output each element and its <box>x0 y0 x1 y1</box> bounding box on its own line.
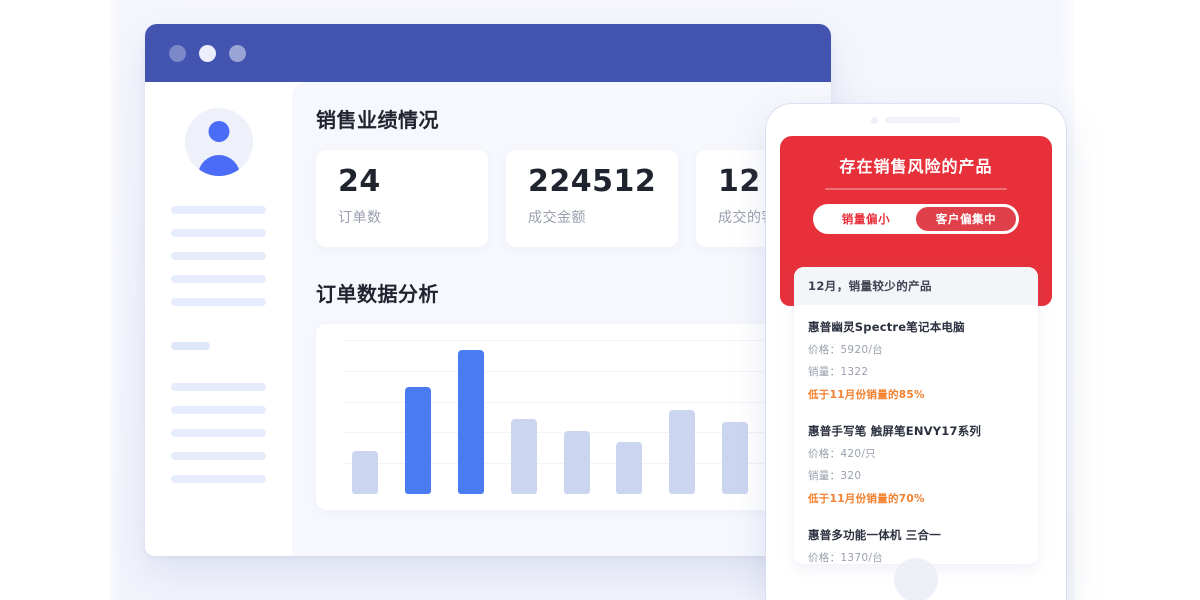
chart-bar[interactable] <box>352 451 378 494</box>
chart-bar[interactable] <box>457 350 484 494</box>
phone-mockup: 存在销售风险的产品 销量偏小 客户偏集中 12月，销量较少的产品 惠普幽灵Spe… <box>766 104 1066 600</box>
avatar[interactable] <box>184 108 253 176</box>
performance-section-title: 销售业绩情况 <box>316 108 439 132</box>
stat-label: 成交金额 <box>528 209 586 226</box>
sidebar-item-placeholder[interactable] <box>171 298 266 306</box>
risk-list-header: 12月，销量较少的产品 <box>794 267 1038 305</box>
sidebar-item-placeholder[interactable] <box>171 229 266 237</box>
list-item[interactable]: 惠普幽灵Spectre笔记本电脑 价格：5920/台 销量：1322 低于11月… <box>808 309 1024 413</box>
sidebar-item-placeholder[interactable] <box>171 206 266 214</box>
sidebar-item-placeholder[interactable] <box>171 452 266 460</box>
sidebar-item-placeholder[interactable] <box>171 252 266 260</box>
risk-header-title: 存在销售风险的产品 <box>839 157 993 176</box>
window-minimize-dot-icon[interactable] <box>199 44 216 62</box>
chart-bar[interactable] <box>404 387 431 494</box>
sidebar-item-placeholder[interactable] <box>171 275 266 283</box>
stat-label: 订单数 <box>338 209 382 226</box>
chart-bar[interactable] <box>616 442 643 494</box>
phone-home-button[interactable] <box>894 558 938 600</box>
avatar-head-icon <box>208 121 229 142</box>
stat-card-list: 24 订单数 224512 成交金额 12 成交的客户 <box>316 150 831 247</box>
browser-body: 销售业绩情况 24 订单数 224512 成交金额 12 成交的客户 <box>145 82 831 556</box>
chart-bar[interactable] <box>510 419 537 494</box>
chart-bar[interactable] <box>669 410 696 494</box>
product-name: 惠普手写笔 触屏笔ENVY17系列 <box>808 424 982 438</box>
product-name: 惠普幽灵Spectre笔记本电脑 <box>808 320 965 334</box>
window-maximize-dot-icon[interactable] <box>229 44 246 62</box>
risk-tab-bar: 销量偏小 客户偏集中 <box>813 204 1019 234</box>
list-item[interactable]: 惠普多功能一体机 三合一 价格：1370/台 销量：32 低于11月份销量的40… <box>808 517 1024 564</box>
order-analysis-chart-card <box>316 324 831 510</box>
avatar-wrapper <box>145 108 292 176</box>
dashboard-main: 销售业绩情况 24 订单数 224512 成交金额 12 成交的客户 <box>292 82 831 556</box>
stat-value: 24 <box>338 164 381 199</box>
product-sales: 销量：1322 <box>808 366 869 378</box>
phone-camera-icon <box>871 116 878 124</box>
avatar-body-icon <box>197 155 240 176</box>
tab-customer-concentration[interactable]: 客户偏集中 <box>916 207 1016 231</box>
product-name: 惠普多功能一体机 三合一 <box>808 528 941 542</box>
analysis-section-title: 订单数据分析 <box>316 282 439 306</box>
product-warning: 低于11月份销量的85% <box>808 389 925 401</box>
stat-card[interactable]: 24 订单数 <box>316 150 488 247</box>
product-sales: 销量：320 <box>808 470 862 482</box>
risk-list-body: 惠普幽灵Spectre笔记本电脑 价格：5920/台 销量：1322 低于11月… <box>794 305 1038 564</box>
sidebar-item-placeholder[interactable] <box>171 383 266 391</box>
chart-bar[interactable] <box>563 431 590 494</box>
phone-speaker-icon <box>885 117 961 123</box>
product-price: 价格：1370/台 <box>808 552 883 564</box>
phone-earpiece <box>766 104 1066 136</box>
chart-plot-area <box>344 340 831 494</box>
backdrop-fade-left <box>100 0 122 600</box>
tab-low-sales[interactable]: 销量偏小 <box>816 207 916 231</box>
phone-screen: 存在销售风险的产品 销量偏小 客户偏集中 12月，销量较少的产品 惠普幽灵Spe… <box>780 136 1052 600</box>
sidebar-item-placeholder[interactable] <box>171 475 266 483</box>
chart-gridline <box>344 371 831 372</box>
product-price: 价格：420/只 <box>808 448 876 460</box>
chart-bars <box>352 340 831 494</box>
sidebar <box>145 82 292 556</box>
chart-gridline <box>344 340 831 341</box>
sidebar-item-placeholder[interactable] <box>171 406 266 414</box>
chart-gridline <box>344 402 831 403</box>
browser-titlebar <box>145 24 831 82</box>
sidebar-item-active-pill[interactable] <box>171 342 210 350</box>
chart-bar[interactable] <box>722 422 749 494</box>
window-close-dot-icon[interactable] <box>169 44 186 62</box>
risk-header-divider <box>825 188 1007 190</box>
sidebar-divider-gap <box>171 365 266 383</box>
stat-value: 224512 <box>528 164 657 199</box>
sidebar-divider-gap <box>171 321 266 342</box>
stat-value: 12 <box>718 164 761 199</box>
browser-window: 销售业绩情况 24 订单数 224512 成交金额 12 成交的客户 <box>145 24 831 556</box>
stat-card[interactable]: 224512 成交金额 <box>506 150 678 247</box>
sidebar-item-placeholder[interactable] <box>171 429 266 437</box>
sidebar-nav-group-top <box>145 206 292 483</box>
risk-product-list-card: 12月，销量较少的产品 惠普幽灵Spectre笔记本电脑 价格：5920/台 销… <box>794 267 1038 564</box>
list-item[interactable]: 惠普手写笔 触屏笔ENVY17系列 价格：420/只 销量：320 低于11月份… <box>808 413 1024 517</box>
product-price: 价格：5920/台 <box>808 344 883 356</box>
product-warning: 低于11月份销量的70% <box>808 493 925 505</box>
